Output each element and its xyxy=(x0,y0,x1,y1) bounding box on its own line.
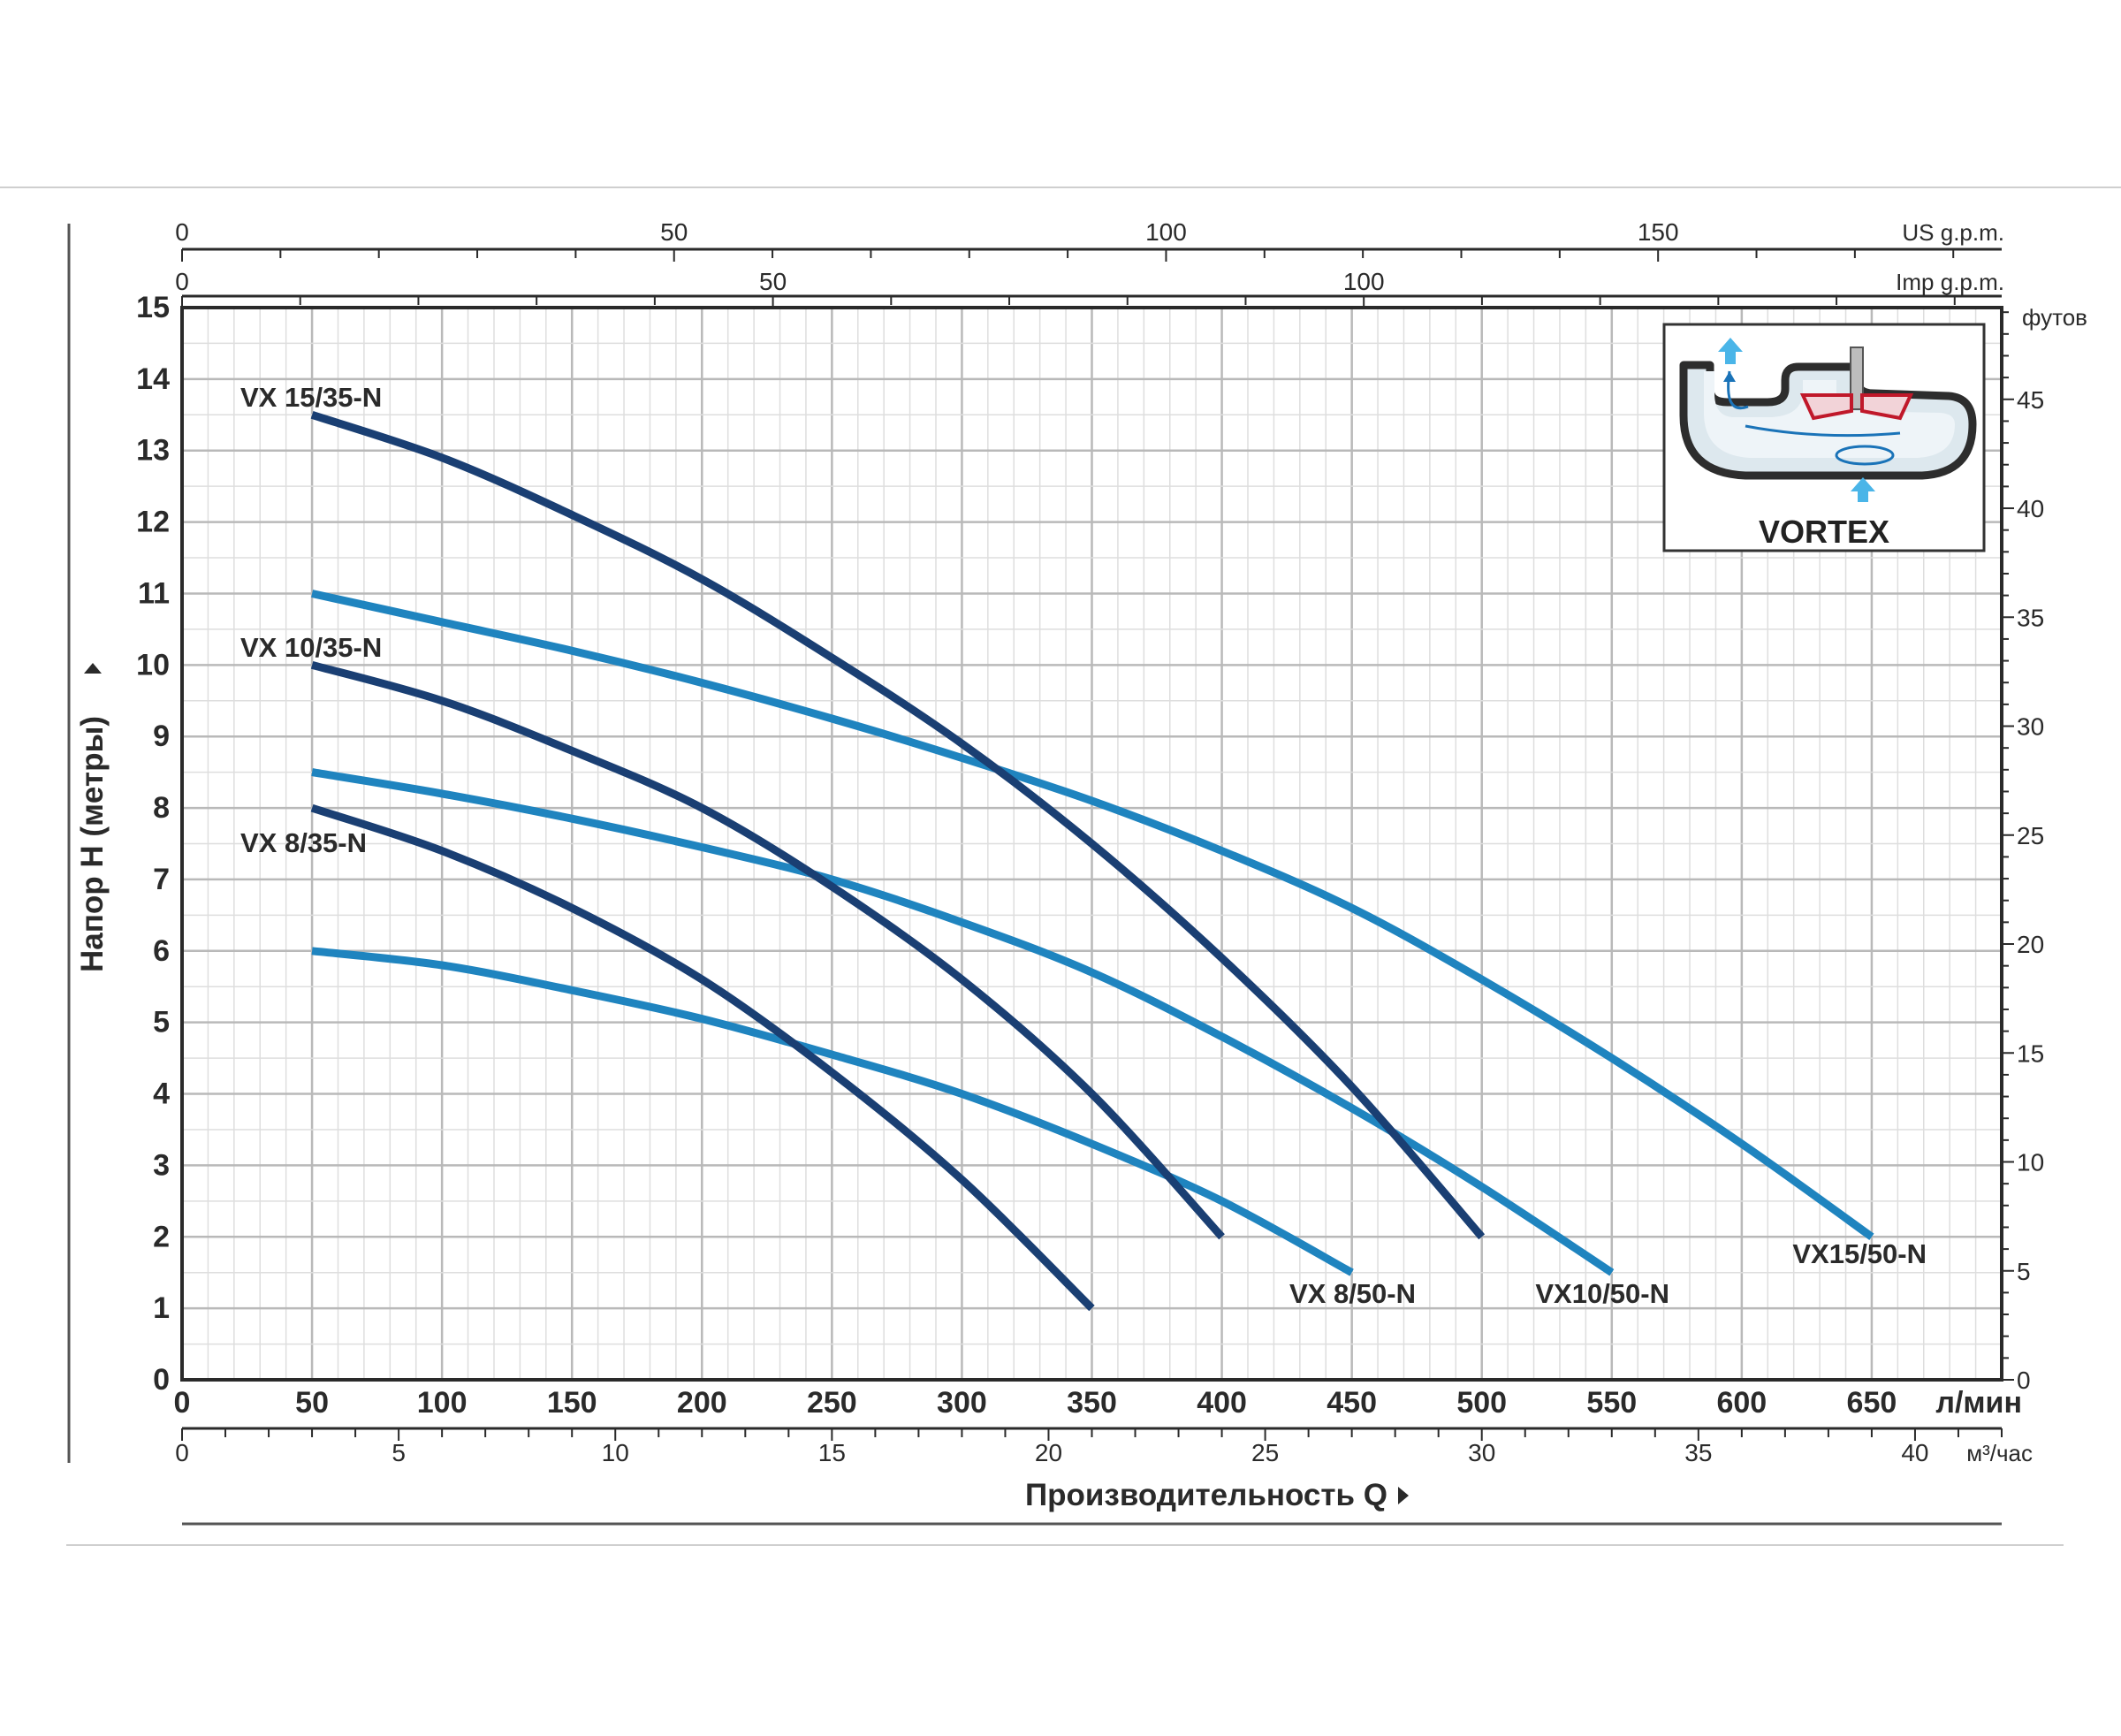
y-tick-label: 6 xyxy=(153,934,170,968)
axis-tick-label: 50 xyxy=(759,268,787,295)
feet-tick-label: 15 xyxy=(2017,1039,2044,1067)
series-label: VX10/50-N xyxy=(1535,1278,1669,1309)
axis-tick-label: 0 xyxy=(175,218,189,246)
feet-tick-label: 20 xyxy=(2017,931,2044,958)
y-tick-label: 14 xyxy=(136,362,170,396)
axis-tick-label: 150 xyxy=(1638,218,1679,246)
y-axis-arrow-icon xyxy=(84,663,102,674)
y-tick-label: 8 xyxy=(153,791,170,825)
axis-unit-label: US g.p.m. xyxy=(1902,219,2004,246)
curve-vx-10-35-n xyxy=(310,660,1225,1240)
curve-vx15-50-n xyxy=(311,590,1874,1240)
y-tick-label: 12 xyxy=(136,506,170,539)
x-tick-label: 0 xyxy=(174,1386,191,1420)
y-tick-label: 9 xyxy=(153,720,170,753)
axis-tick-label: 0 xyxy=(175,268,189,295)
plot-frame xyxy=(180,306,2003,1382)
inset-title: VORTEX xyxy=(1759,514,1889,550)
feet-tick-label: 10 xyxy=(2017,1149,2044,1176)
x-tick-label: 150 xyxy=(547,1386,597,1420)
x-tick-label: 400 xyxy=(1197,1386,1247,1420)
axis-unit-label: Imp g.p.m. xyxy=(1896,269,2004,295)
curve-vx10-50-n xyxy=(311,768,1615,1276)
axis-tick-label: 50 xyxy=(660,218,688,246)
series-label: VX 8/35-N xyxy=(240,827,367,858)
x-tick-label: 100 xyxy=(417,1386,468,1420)
y-tick-label: 0 xyxy=(153,1363,170,1397)
y-axis-feet: 0 5 10 15 20 25 30 35 40 45 футов xyxy=(2002,304,2087,1394)
x-axis-arrow-icon xyxy=(1398,1487,1409,1504)
axis-unit-label: м³/час xyxy=(1966,1440,2033,1466)
y-tick-label: 5 xyxy=(153,1006,170,1039)
y-axis-title: Напор H (метры) xyxy=(75,716,110,972)
curve-vx-15-35-n xyxy=(310,411,1486,1240)
x-tick-label: 200 xyxy=(677,1386,727,1420)
axis-tick-label: 25 xyxy=(1251,1439,1279,1466)
axis-tick-label: 10 xyxy=(602,1439,629,1466)
x-tick-label: 500 xyxy=(1456,1386,1507,1420)
vortex-impeller-icon xyxy=(1679,338,1977,502)
y-tick-label: 15 xyxy=(136,291,170,324)
feet-tick-label: 45 xyxy=(2017,386,2044,414)
y-tick-label: 11 xyxy=(138,576,170,610)
axis-tick-label: 100 xyxy=(1343,268,1385,295)
series-labels: VX 15/35-N VX 10/35-N VX 8/35-N VX15/50-N VX… xyxy=(240,382,1927,1309)
axis-tick-label: 100 xyxy=(1145,218,1187,246)
feet-tick-label: 40 xyxy=(2017,495,2044,522)
feet-tick-label: 25 xyxy=(2017,822,2044,849)
x-tick-label: 600 xyxy=(1716,1386,1767,1420)
plot-curves xyxy=(310,411,1874,1312)
axis-tick-label: 5 xyxy=(392,1439,406,1466)
axis-tick-label: 0 xyxy=(175,1439,189,1466)
y-tick-label: 13 xyxy=(136,434,170,468)
vortex-inset: VORTEX xyxy=(1662,323,1986,552)
feet-tick-label: 0 xyxy=(2017,1367,2031,1394)
feet-unit-label: футов xyxy=(2022,304,2087,331)
axis-tick-label: 30 xyxy=(1468,1439,1495,1466)
y-tick-label: 7 xyxy=(153,863,170,896)
x-tick-label: 450 xyxy=(1327,1386,1377,1420)
axis-tick-label: 40 xyxy=(1901,1439,1928,1466)
series-label: VX 15/35-N xyxy=(240,382,382,413)
x-axis-lmin: 0 50 100 150 200 250 300 350 400 450 500 550 600 650 л… xyxy=(174,1386,2022,1420)
x-tick-label: 650 xyxy=(1847,1386,1897,1420)
x-unit-label: л/мин xyxy=(1935,1386,2022,1420)
curve-vx-8-35-n xyxy=(310,803,1095,1312)
x-axis-title: Производительность Q xyxy=(1025,1478,1387,1512)
x-tick-label: 550 xyxy=(1586,1386,1637,1420)
x-tick-label: 50 xyxy=(295,1386,329,1420)
axis-tick-label: 35 xyxy=(1684,1439,1712,1466)
x-axis-us-gpm: 0 50 100 150 US g.p.m. xyxy=(175,218,2004,262)
x-tick-label: 350 xyxy=(1067,1386,1117,1420)
x-tick-label: 300 xyxy=(937,1386,987,1420)
y-tick-label: 2 xyxy=(153,1220,170,1253)
series-label: VX 10/35-N xyxy=(240,632,382,663)
feet-tick-label: 5 xyxy=(2017,1258,2031,1285)
y-tick-label: 4 xyxy=(153,1077,170,1111)
curve-vx-8-50-n xyxy=(311,947,1354,1276)
y-tick-label: 10 xyxy=(136,648,170,681)
series-label: VX15/50-N xyxy=(1792,1238,1927,1269)
axis-tick-label: 15 xyxy=(818,1439,846,1466)
feet-tick-label: 30 xyxy=(2017,713,2044,741)
x-axis-m3h: 0 5 10 15 20 25 30 35 40 м³/час xyxy=(175,1427,2033,1466)
y-tick-label: 3 xyxy=(153,1148,170,1182)
x-tick-label: 250 xyxy=(807,1386,857,1420)
x-axis-imp-gpm: 0 50 100 Imp g.p.m. xyxy=(175,268,2004,308)
y-tick-label: 1 xyxy=(153,1291,170,1325)
feet-tick-label: 35 xyxy=(2017,604,2044,631)
axis-tick-label: 20 xyxy=(1035,1439,1062,1466)
series-label: VX 8/50-N xyxy=(1289,1278,1416,1309)
